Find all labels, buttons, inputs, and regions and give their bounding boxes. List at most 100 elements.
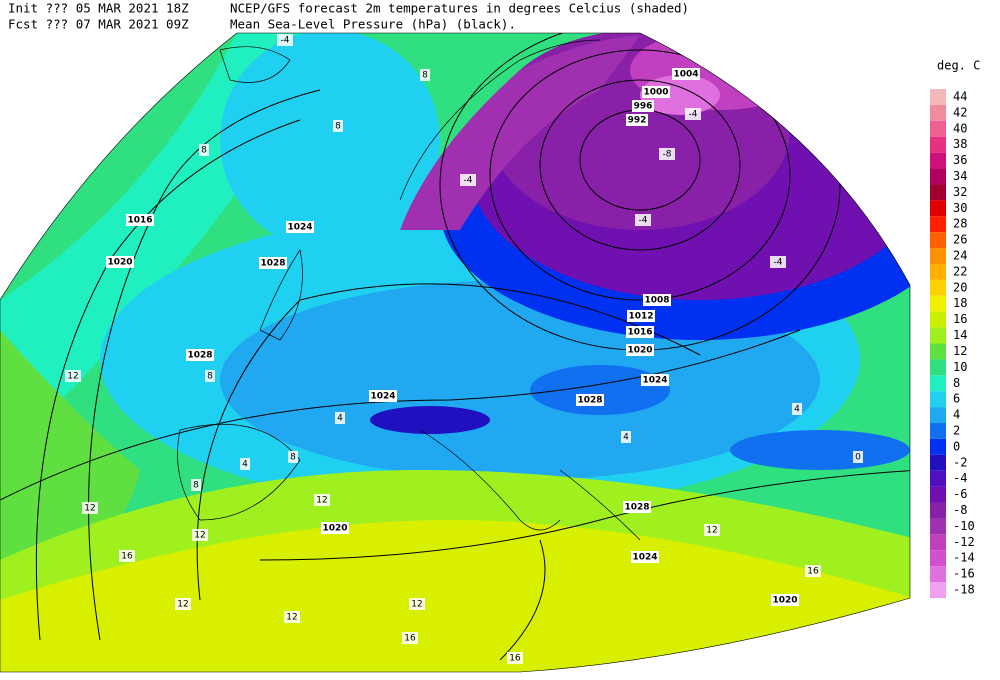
isobar-label: 1028 [624, 503, 649, 513]
isobar-label-box [626, 344, 654, 356]
isobar-label-box [626, 326, 654, 338]
legend-label: 44 [953, 90, 967, 104]
legend-label: 0 [953, 439, 960, 453]
legend-swatch [930, 550, 946, 567]
isobar-label-box [369, 390, 397, 402]
temperature-label-box [770, 256, 786, 268]
legend-label: 30 [953, 201, 967, 215]
legend-swatch [930, 248, 946, 264]
temperature-label-box [659, 148, 675, 160]
isobar-label-box [186, 349, 214, 361]
isobar-label: 1020 [772, 596, 797, 606]
temperature-label-box [284, 611, 300, 623]
fcst-text: Fcst ??? 07 MAR 2021 09Z [8, 17, 189, 32]
temperature-label: 8 [207, 372, 213, 382]
legend-label: 8 [953, 376, 960, 390]
legend-swatch [930, 279, 946, 296]
temperature-label: 8 [193, 481, 199, 491]
isobar-label-box [626, 114, 648, 126]
temperature-label: 12 [194, 531, 205, 541]
legend-swatch [930, 582, 946, 598]
temperature-label-box [805, 565, 821, 577]
legend-swatch [930, 343, 946, 360]
temperature-label-box [333, 120, 343, 132]
legend-swatch [930, 136, 946, 153]
temperature-label: -8 [663, 150, 672, 160]
legend-swatch [930, 534, 946, 551]
legend-swatch [930, 438, 946, 455]
legend-swatch [930, 232, 946, 249]
legend-label: 6 [953, 392, 960, 406]
temperature-label-box [277, 34, 293, 46]
temperature-label-box [205, 370, 215, 382]
legend-label: 18 [953, 296, 967, 310]
legend-label: 24 [953, 249, 967, 263]
isobar-label-box [286, 221, 314, 233]
isobar-label-box [106, 256, 134, 268]
temperature-label: -4 [689, 110, 698, 120]
legend-swatch [930, 89, 946, 105]
temperature-label: 4 [623, 433, 629, 443]
shade [730, 430, 910, 470]
legend-label: 4 [953, 408, 960, 422]
isobar-label-box [771, 594, 799, 606]
isobar-label-box [576, 394, 604, 406]
legend-label: 38 [953, 137, 967, 151]
temperature-label: 8 [335, 122, 341, 132]
isobar-label-box [632, 100, 654, 112]
legend-swatch [930, 263, 946, 280]
isobar-label: 1004 [673, 70, 698, 80]
temperature-label: 16 [807, 567, 819, 577]
legend-label: 20 [953, 280, 967, 294]
isobar-label-box [641, 374, 669, 386]
isobar-label: 1008 [644, 296, 669, 306]
isobar-label-box [259, 257, 287, 269]
isobar-label: 1028 [260, 259, 285, 269]
legend-label: 12 [953, 344, 967, 358]
temperature-label: 4 [337, 414, 343, 424]
isobar-label: 1016 [127, 216, 152, 226]
legend-swatch [930, 120, 946, 137]
legend-label: -2 [953, 455, 967, 469]
legend-swatch [930, 152, 946, 169]
isobar-label-box [627, 310, 655, 322]
temperature-label-box [240, 458, 250, 470]
legend-label: 32 [953, 185, 967, 199]
isobar-label-box [623, 501, 651, 513]
coastlines [177, 39, 641, 541]
legend-unit: deg. C [937, 59, 980, 73]
shade [0, 520, 910, 672]
shade [530, 365, 670, 415]
legend-swatch [930, 216, 946, 233]
isobar-label: 1020 [107, 258, 132, 268]
legend-label: 34 [953, 169, 967, 183]
isobar-label: 1020 [322, 524, 347, 534]
temperature-label: 8 [422, 71, 428, 81]
temperature-label-box [685, 108, 701, 120]
temperature-label: -4 [464, 176, 473, 186]
shade [640, 75, 720, 115]
legend-label: 26 [953, 233, 967, 247]
temperature-label: 12 [286, 613, 297, 623]
temperature-label-box [853, 451, 863, 463]
temperature-label-box [82, 502, 98, 514]
legend-swatch [930, 566, 946, 583]
legend-label: -16 [953, 567, 975, 581]
temperature-label: 4 [242, 460, 248, 470]
title-line: NCEP/GFS forecast 2m temperatures in deg… [230, 1, 689, 16]
temperature-label-box [314, 494, 330, 506]
isobar-label: 1024 [287, 223, 312, 233]
temperature-label: 16 [404, 634, 416, 644]
legend-label: -6 [953, 487, 967, 501]
isobar-label: 1028 [187, 351, 212, 361]
temperature-label: 16 [509, 654, 521, 664]
legend-swatch [930, 423, 946, 439]
legend-swatch [930, 168, 946, 185]
isobar-label: 1012 [628, 312, 653, 322]
temperature-label: 12 [84, 504, 95, 514]
temperature-label: -4 [281, 36, 290, 46]
legend-label: 2 [953, 423, 960, 437]
temperature-label-box [704, 524, 720, 536]
isobar-label: 996 [634, 102, 653, 112]
